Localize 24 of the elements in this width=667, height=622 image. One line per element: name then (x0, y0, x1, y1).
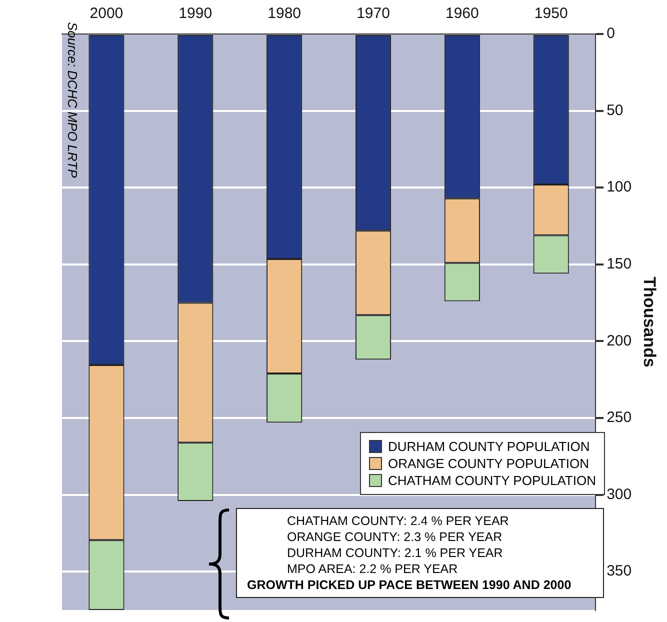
annotation: MPO AREA: 2.2 % PER YEAR (286, 561, 459, 577)
x-tick-label: 1980 (268, 5, 302, 22)
legend-label: CHATHAM COUNTY POPULATION (388, 473, 596, 488)
x-tick-label: 1960 (445, 5, 479, 22)
legend-label: ORANGE COUNTY POPULATION (388, 456, 590, 471)
y-tick-label: 250 (606, 409, 632, 426)
annotation: Source: DCHC MPO LRTP (65, 22, 80, 178)
y-tick-label: 350 (606, 562, 632, 580)
annotation: GROWTH PICKED UP PACE BETWEEN 1990 AND 2000 (247, 577, 572, 593)
y-axis-title: Thousands (640, 276, 660, 368)
x-tick-label: 1970 (356, 5, 390, 22)
x-tick-label: 1990 (178, 5, 212, 22)
y-tick-label: 300 (606, 486, 632, 503)
y-tick-label: 100 (606, 178, 632, 196)
annotation: CHATHAM COUNTY: 2.4 % PER YEAR (286, 513, 510, 529)
y-tick-label: 50 (606, 102, 624, 119)
legend-label: DURHAM COUNTY POPULATION (388, 439, 590, 454)
annotation: DURHAM COUNTY: 2.1 % PER YEAR (286, 545, 504, 561)
x-tick-label: 1950 (534, 5, 568, 22)
y-tick-label: 200 (606, 332, 632, 350)
annotation: ORANGE COUNTY: 2.3 % PER YEAR (286, 529, 504, 545)
y-tick-label: 150 (606, 256, 632, 273)
x-tick-label: 2000 (90, 5, 124, 22)
y-tick-label: 0 (606, 25, 615, 42)
